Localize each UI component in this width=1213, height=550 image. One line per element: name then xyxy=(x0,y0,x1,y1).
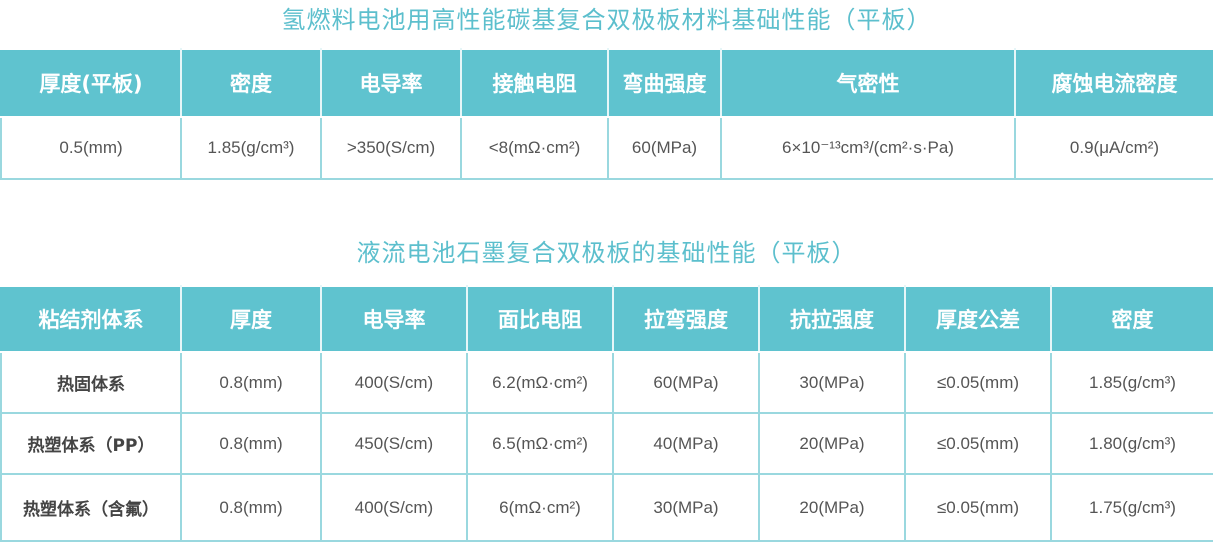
column-header: 气密性 xyxy=(720,48,1016,118)
column-header: 电导率 xyxy=(320,285,468,353)
table-cell: 60(MPa) xyxy=(612,351,760,414)
table-cell: 1.75(g/cm³) xyxy=(1050,473,1213,542)
column-header: 弯曲强度 xyxy=(607,48,722,118)
table-cell: 30(MPa) xyxy=(758,351,906,414)
table-cell: >350(S/cm) xyxy=(320,116,462,180)
table-cell: 1.80(g/cm³) xyxy=(1050,412,1213,475)
table-cell: ≤0.05(mm) xyxy=(904,473,1052,542)
table1-title: 氢燃料电池用高性能碳基复合双极板材料基础性能（平板） xyxy=(281,6,932,34)
column-header: 密度 xyxy=(180,48,322,118)
column-header: 电导率 xyxy=(320,48,462,118)
row-header-cell: 热塑体系（含氟） xyxy=(0,473,182,542)
table-cell: 6(mΩ·cm²) xyxy=(466,473,614,542)
column-header: 粘结剂体系 xyxy=(0,285,182,353)
table-cell: 30(MPa) xyxy=(612,473,760,542)
column-header: 厚度(平板) xyxy=(0,48,182,118)
table-cell: 0.8(mm) xyxy=(180,351,322,414)
table-cell: ≤0.05(mm) xyxy=(904,351,1052,414)
row-header-cell: 热塑体系（PP） xyxy=(0,412,182,475)
flow-battery-properties-table: 粘结剂体系 厚度 电导率 面比电阻 拉弯强度 抗拉强度 厚度公差 密度 热固体系 0.8(mm)… xyxy=(0,285,1213,542)
table-cell: 1.85(g/cm³) xyxy=(180,116,322,180)
fuel-cell-properties-table: 厚度(平板) 密度 电导率 接触电阻 弯曲强度 气密性 腐蚀电流密度 0.5(mm) 1.85… xyxy=(0,48,1213,180)
table-cell: 400(S/cm) xyxy=(320,473,468,542)
table-cell: 450(S/cm) xyxy=(320,412,468,475)
column-header: 厚度 xyxy=(180,285,322,353)
table-cell: 0.5(mm) xyxy=(0,116,182,180)
table-cell: 0.8(mm) xyxy=(180,412,322,475)
table-row: 热塑体系（PP） 0.8(mm) 450(S/cm) 6.5(mΩ·cm²) 40(MP… xyxy=(0,412,1213,475)
table-cell: 20(MPa) xyxy=(758,412,906,475)
table-row: 0.5(mm) 1.85(g/cm³) >350(S/cm) <8(mΩ·cm²) 60… xyxy=(0,116,1213,180)
column-header: 接触电阻 xyxy=(460,48,609,118)
table-row: 热塑体系（含氟） 0.8(mm) 400(S/cm) 6(mΩ·cm²) 30(MPa)… xyxy=(0,473,1213,542)
table-cell: 400(S/cm) xyxy=(320,351,468,414)
table-cell: 6.5(mΩ·cm²) xyxy=(466,412,614,475)
table-cell: 6.2(mΩ·cm²) xyxy=(466,351,614,414)
column-header: 厚度公差 xyxy=(904,285,1052,353)
table-cell: ≤0.05(mm) xyxy=(904,412,1052,475)
table-cell: 0.9(μA/cm²) xyxy=(1014,116,1213,180)
table-cell: 20(MPa) xyxy=(758,473,906,542)
column-header: 腐蚀电流密度 xyxy=(1014,48,1213,118)
table-cell: 40(MPa) xyxy=(612,412,760,475)
table-cell: 6×10⁻¹³cm³/(cm²·s·Pa) xyxy=(720,116,1016,180)
row-header-cell: 热固体系 xyxy=(0,351,182,414)
table-row: 热固体系 0.8(mm) 400(S/cm) 6.2(mΩ·cm²) 60(MPa) 30… xyxy=(0,351,1213,414)
column-header: 拉弯强度 xyxy=(612,285,760,353)
column-header: 密度 xyxy=(1050,285,1213,353)
table2-title: 液流电池石墨复合双极板的基础性能（平板） xyxy=(356,239,857,267)
table-cell: 60(MPa) xyxy=(607,116,722,180)
column-header: 抗拉强度 xyxy=(758,285,906,353)
table-cell: 1.85(g/cm³) xyxy=(1050,351,1213,414)
table-cell: 0.8(mm) xyxy=(180,473,322,542)
column-header: 面比电阻 xyxy=(466,285,614,353)
table-cell: <8(mΩ·cm²) xyxy=(460,116,609,180)
